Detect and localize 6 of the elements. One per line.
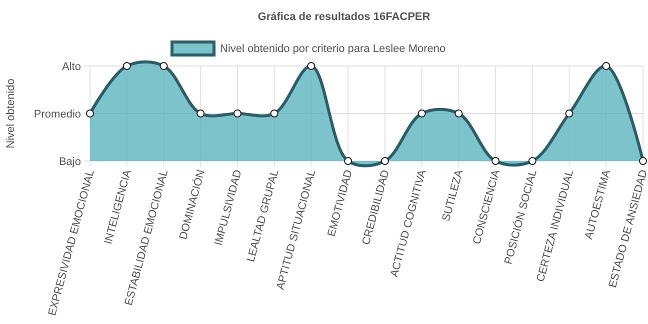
legend-label: Nivel obtenido por criterio para Leslee Moreno [220, 43, 446, 55]
category-label: Bajo [58, 156, 81, 168]
y-axis-title: Nivel obtenido [5, 78, 17, 148]
chart-title: Gráfica de resultados 16FACPER [258, 11, 430, 23]
category-label: Promedio [34, 108, 81, 120]
category-label: Alto [62, 61, 81, 73]
